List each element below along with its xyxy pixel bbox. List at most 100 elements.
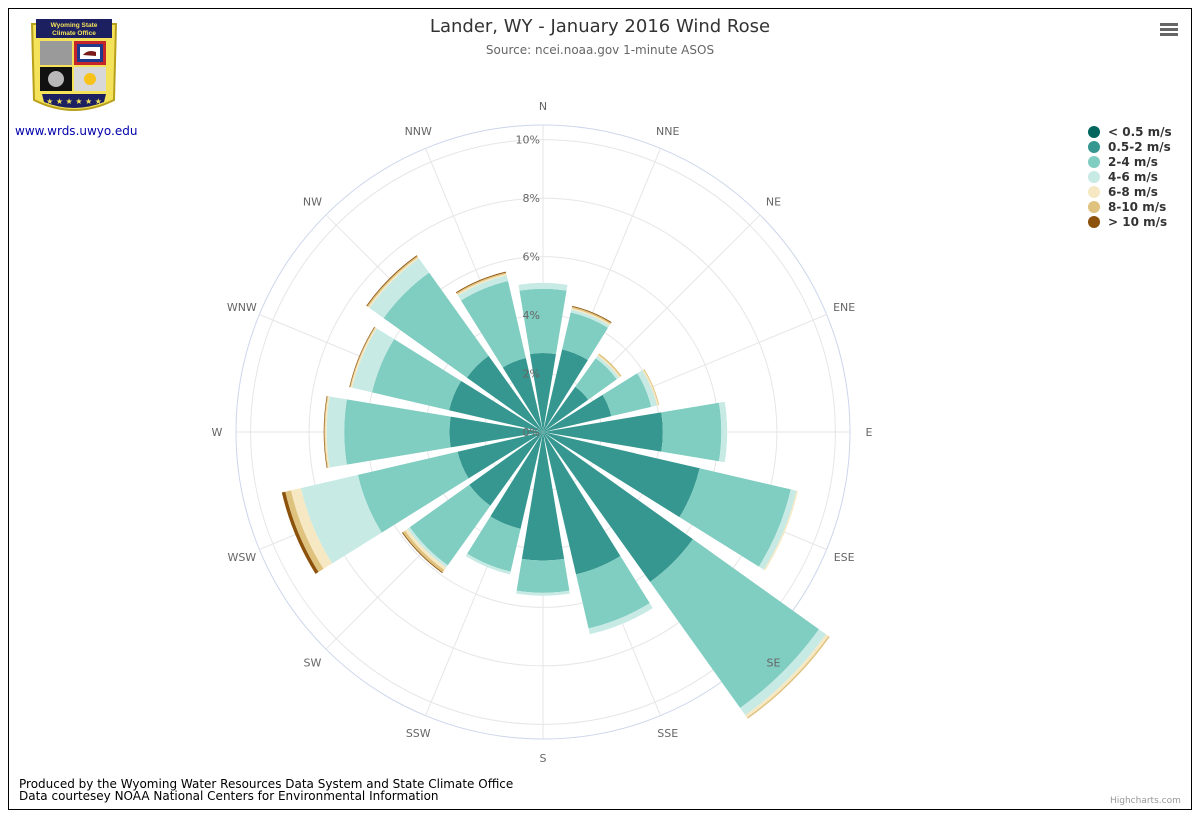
wind-bar-segment[interactable]: [661, 402, 722, 462]
hamburger-menu-icon[interactable]: [1156, 18, 1182, 40]
wind-bar-segment[interactable]: [575, 358, 617, 400]
wind-bar-segment[interactable]: [405, 528, 447, 570]
wind-bar-segment[interactable]: [402, 530, 445, 573]
direction-label: N: [539, 100, 547, 113]
legend-label: > 10 m/s: [1108, 214, 1168, 229]
wind-bar-segment[interactable]: [350, 327, 377, 388]
wind-bar-segment[interactable]: [460, 281, 526, 368]
wind-bar-segment[interactable]: [543, 432, 621, 575]
wind-bar-segment[interactable]: [745, 634, 829, 718]
wind-bar-segment[interactable]: [449, 416, 543, 448]
legend-color-dot: [1088, 155, 1100, 168]
wind-bar-segment[interactable]: [326, 396, 347, 468]
wind-bar-segment[interactable]: [602, 373, 652, 417]
wind-bar-segment[interactable]: [457, 275, 509, 301]
wind-bar-segment[interactable]: [457, 432, 543, 479]
wind-bar-segment[interactable]: [758, 489, 797, 570]
wind-bar-segment[interactable]: [679, 468, 791, 567]
wind-bar-segment[interactable]: [562, 312, 608, 361]
wind-bar-segment[interactable]: [502, 357, 543, 432]
direction-label: ESE: [834, 551, 855, 564]
wind-bar-segment[interactable]: [469, 432, 543, 506]
wind-bar-segment[interactable]: [325, 396, 330, 468]
legend-item[interactable]: 2-4 m/s: [1088, 154, 1172, 169]
wind-bar-segment[interactable]: [570, 309, 610, 328]
wind-bar-segment[interactable]: [740, 629, 827, 716]
wind-bar-segment[interactable]: [543, 432, 700, 518]
wind-bar-segment[interactable]: [543, 432, 693, 582]
wind-bar-segment[interactable]: [290, 488, 333, 569]
legend-color-dot: [1088, 125, 1100, 138]
wind-bar-segment[interactable]: [595, 355, 620, 380]
wind-bar-segment[interactable]: [518, 282, 568, 291]
wind-bar-segment[interactable]: [456, 272, 507, 295]
legend-item[interactable]: 0.5-2 m/s: [1088, 139, 1172, 154]
wind-bar-segment[interactable]: [598, 353, 622, 377]
legend-color-dot: [1088, 170, 1100, 183]
wind-bar-segment[interactable]: [530, 353, 556, 432]
direction-label: NE: [766, 195, 781, 208]
direction-label: WNW: [227, 301, 257, 314]
wind-bar-segment[interactable]: [516, 590, 570, 596]
wind-bar-segment[interactable]: [466, 355, 543, 432]
wind-bar-segment[interactable]: [519, 288, 567, 355]
wind-bar-segment[interactable]: [516, 558, 570, 593]
radial-tick-label: 10%: [516, 134, 540, 147]
wind-bar-segment[interactable]: [409, 484, 491, 566]
wind-bar-segment[interactable]: [407, 527, 448, 568]
wind-bar-segment[interactable]: [357, 451, 469, 533]
legend-label: 6-8 m/s: [1108, 184, 1158, 199]
wind-bar-segment[interactable]: [521, 432, 565, 561]
legend-item[interactable]: > 10 m/s: [1088, 214, 1172, 229]
wind-bar-segment[interactable]: [449, 380, 543, 432]
wind-bar-segment[interactable]: [576, 556, 650, 629]
wind-bar-segment[interactable]: [369, 258, 430, 319]
legend-item[interactable]: 8-10 m/s: [1088, 199, 1172, 214]
wind-bar-segment[interactable]: [543, 386, 589, 432]
wind-bar-segment[interactable]: [285, 490, 324, 573]
wind-bar-segment[interactable]: [718, 401, 728, 463]
radial-tick-label: 8%: [523, 192, 540, 205]
wind-bar-segment[interactable]: [465, 553, 511, 575]
wind-bar-segment[interactable]: [490, 432, 543, 529]
wind-bar-segment[interactable]: [637, 370, 657, 407]
direction-label: E: [866, 426, 873, 439]
wind-bar-segment[interactable]: [543, 394, 612, 432]
legend-color-dot: [1088, 200, 1100, 213]
wind-bar-segment[interactable]: [344, 399, 451, 465]
wind-bar-segment[interactable]: [372, 339, 462, 411]
wind-bar-segment[interactable]: [643, 368, 660, 406]
legend-item[interactable]: 4-6 m/s: [1088, 169, 1172, 184]
legend-label: < 0.5 m/s: [1108, 124, 1172, 139]
wind-bar-segment[interactable]: [281, 491, 319, 574]
wind-bar-segment[interactable]: [543, 412, 663, 452]
website-link[interactable]: www.wrds.uwyo.edu: [15, 124, 138, 138]
wind-bar-segment[interactable]: [571, 308, 611, 326]
direction-label: ENE: [833, 301, 855, 314]
wind-bar-segment[interactable]: [457, 273, 507, 296]
legend-item[interactable]: 6-8 m/s: [1088, 184, 1172, 199]
direction-label: WSW: [227, 551, 256, 564]
wind-bar-segment[interactable]: [650, 539, 819, 708]
wind-bar-segment[interactable]: [597, 354, 621, 378]
wind-bar-segment[interactable]: [467, 516, 521, 572]
wind-bar-segment[interactable]: [572, 305, 612, 323]
wind-bar-segment[interactable]: [324, 396, 329, 468]
legend-label: 8-10 m/s: [1108, 199, 1167, 214]
direction-label: NNE: [656, 125, 679, 138]
wind-bar-segment[interactable]: [352, 328, 395, 393]
wind-bar-segment[interactable]: [300, 474, 382, 564]
wind-bar-segment[interactable]: [571, 306, 612, 325]
chart-subtitle: Source: ncei.noaa.gov 1-minute ASOS: [485, 43, 715, 57]
chart-title: Lander, WY - January 2016 Wind Rose: [429, 16, 771, 37]
direction-label: SE: [767, 657, 781, 670]
wind-bar-segment[interactable]: [642, 369, 659, 406]
wind-bar-segment[interactable]: [323, 395, 328, 469]
wind-bar-segment[interactable]: [383, 272, 489, 378]
wind-bar-segment[interactable]: [543, 349, 588, 432]
highcharts-credit-link[interactable]: Highcharts.com: [1110, 796, 1181, 806]
legend-item[interactable]: < 0.5 m/s: [1088, 124, 1172, 139]
direction-label: S: [540, 752, 547, 765]
wind-bar-segment[interactable]: [588, 603, 653, 635]
